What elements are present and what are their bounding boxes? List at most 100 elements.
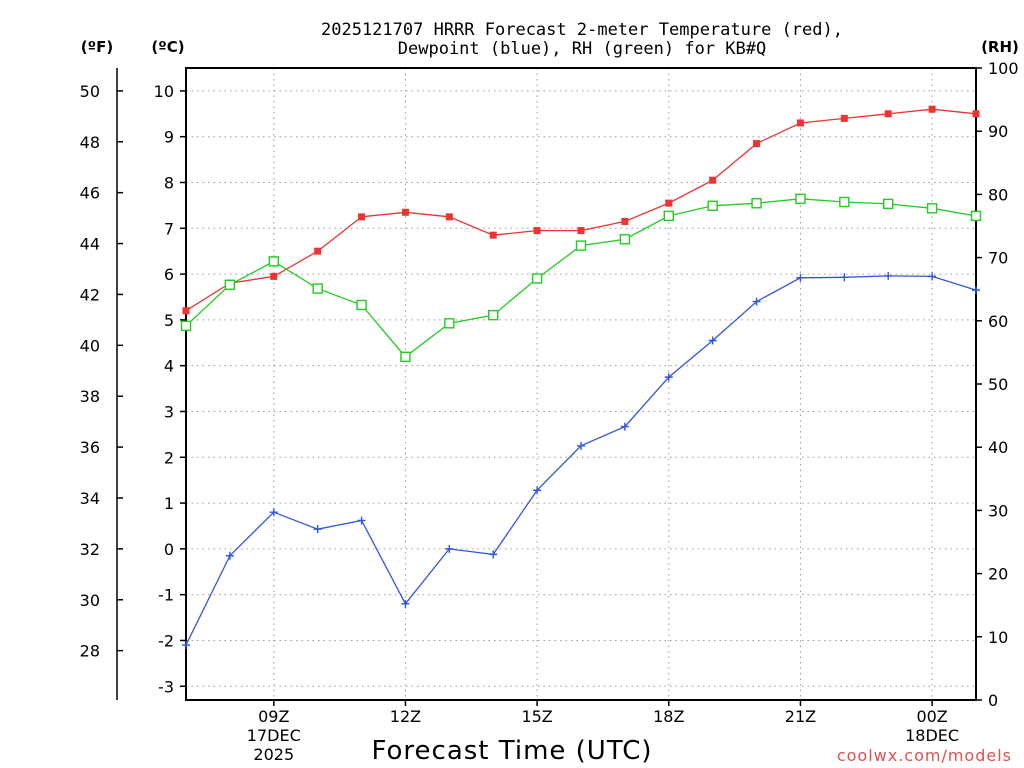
rh-point: [400, 351, 411, 363]
temperature-point: [314, 247, 322, 255]
fahrenheit-tick-label: 46: [80, 184, 100, 203]
x-axis-label: Forecast Time (UTC): [371, 736, 652, 766]
temperature-point: [840, 114, 848, 122]
rh-tick-label: 60: [988, 312, 1008, 331]
dewpoint-point: [708, 336, 717, 345]
rh-point: [356, 299, 367, 311]
rh-tick-label: 30: [988, 501, 1008, 520]
dewpoint-point: [445, 544, 454, 553]
dewpoint-point: [489, 550, 498, 559]
rh-tick-label: 20: [988, 565, 1008, 584]
fahrenheit-tick-label: 34: [80, 489, 100, 508]
fahrenheit-unit-label: (ºF): [81, 38, 113, 56]
dewpoint-point: [533, 486, 542, 495]
rh-tick-label: 10: [988, 628, 1008, 647]
rh-tick-label: 70: [988, 249, 1008, 268]
fahrenheit-tick-label: 40: [80, 336, 100, 355]
celsius-tick-label: -2: [158, 631, 174, 650]
celsius-tick-label: -1: [158, 586, 174, 605]
chart-title-line2: Dewpoint (blue), RH (green) for KB#Q: [398, 39, 766, 59]
celsius-tick-label: 3: [164, 402, 174, 421]
credit-text: coolwx.com/models: [837, 746, 1012, 765]
celsius-unit-label: (ºC): [151, 38, 184, 56]
x-tick-label: 12Z: [390, 707, 421, 726]
temperature-point: [665, 199, 673, 207]
fahrenheit-tick-label: 50: [80, 82, 100, 101]
fahrenheit-tick-label: 32: [80, 540, 100, 559]
rh-point: [488, 309, 499, 321]
rh-point: [751, 198, 762, 209]
rh-point: [531, 273, 543, 284]
dewpoint-point: [972, 286, 980, 295]
celsius-tick-label: 6: [164, 265, 174, 284]
rh-point: [180, 320, 192, 332]
rh-point: [926, 203, 938, 214]
temperature-point: [928, 105, 936, 113]
rh-tick-label: 40: [988, 438, 1008, 457]
x-tick-date-label: 18DEC: [905, 726, 959, 745]
fahrenheit-tick-label: 38: [80, 387, 100, 406]
rh-tick-label: 0: [988, 691, 998, 710]
data-series: [180, 105, 982, 650]
axis-ticks: -3-2-10123456789102830323436384042444648…: [80, 59, 1019, 764]
temperature-point: [270, 272, 278, 280]
grid: [186, 68, 976, 700]
rh-tick-label: 90: [988, 122, 1008, 141]
temperature-point: [445, 213, 453, 221]
dewpoint-point: [884, 271, 893, 280]
rh-tick-label: 80: [988, 185, 1008, 204]
temperature-point: [972, 110, 980, 118]
temperature-point: [577, 227, 585, 235]
temperature-point: [489, 231, 497, 239]
rh-point: [883, 198, 894, 210]
fahrenheit-tick-label: 48: [80, 133, 100, 152]
fahrenheit-tick-label: 42: [80, 285, 100, 304]
rh-point: [224, 279, 236, 290]
temperature-point: [621, 217, 629, 225]
dewpoint-point: [182, 641, 190, 650]
dewpoint-point: [269, 508, 278, 517]
temperature-point: [796, 119, 804, 127]
celsius-tick-label: -3: [158, 677, 174, 696]
dewpoint-point: [928, 272, 937, 281]
chart-title-line1: 2025121707 HRRR Forecast 2-meter Tempera…: [321, 20, 843, 40]
celsius-tick-label: 4: [164, 357, 174, 376]
celsius-tick-label: 1: [164, 494, 174, 513]
rh-point: [795, 193, 806, 205]
temperature-point: [533, 227, 541, 235]
celsius-tick-label: 5: [164, 311, 174, 330]
dewpoint-point: [840, 273, 849, 282]
rh-tick-label: 50: [988, 375, 1008, 394]
rh-unit-label: (RH): [981, 38, 1019, 56]
dewpoint-point: [796, 273, 805, 282]
dewpoint-point: [401, 599, 410, 608]
celsius-tick-label: 0: [164, 540, 174, 559]
dewpoint-series-line: [185, 275, 977, 646]
temperature-point: [358, 213, 366, 221]
rh-point: [707, 200, 718, 211]
plot-area-frame: [185, 67, 977, 701]
dewpoint-point: [577, 441, 585, 450]
temperature-point: [401, 208, 409, 216]
celsius-tick-label: 9: [164, 128, 174, 147]
rh-series-line: [185, 198, 977, 358]
dewpoint-point: [225, 551, 234, 560]
fahrenheit-tick-label: 28: [80, 642, 100, 661]
rh-point: [444, 318, 455, 329]
x-tick-label: 21Z: [785, 707, 816, 726]
celsius-tick-label: 8: [164, 173, 174, 192]
celsius-tick-label: 7: [164, 219, 174, 238]
x-tick-year-label: 2025: [253, 745, 294, 764]
dewpoint-point: [664, 373, 673, 382]
rh-point: [312, 283, 323, 294]
rh-point: [268, 256, 279, 267]
dewpoint-point: [357, 516, 366, 525]
dewpoint-point: [752, 297, 761, 306]
rh-point: [575, 240, 587, 251]
temperature-point: [884, 110, 892, 118]
x-tick-label: 09Z: [258, 707, 289, 726]
dewpoint-point: [313, 525, 322, 534]
x-tick-label: 15Z: [521, 707, 552, 726]
rh-point: [619, 234, 631, 245]
